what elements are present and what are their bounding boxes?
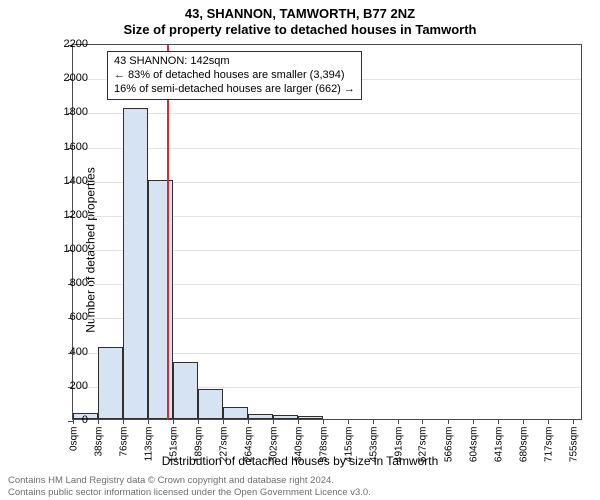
xtick-mark bbox=[448, 419, 449, 424]
ytick-label: 200 bbox=[38, 380, 88, 392]
ytick-label: 1400 bbox=[38, 175, 88, 187]
footer-line1: Contains HM Land Registry data © Crown c… bbox=[8, 475, 371, 486]
ytick-label: 800 bbox=[38, 277, 88, 289]
ytick-label: 1600 bbox=[38, 141, 88, 153]
annotation-box: 43 SHANNON: 142sqm ← 83% of detached hou… bbox=[107, 51, 362, 100]
xtick-mark bbox=[323, 419, 324, 424]
annotation-line2: ← 83% of detached houses are smaller (3,… bbox=[114, 69, 355, 83]
xtick-label: 38sqm bbox=[94, 427, 105, 477]
ytick-label: 2000 bbox=[38, 72, 88, 84]
histogram-bar bbox=[148, 180, 173, 419]
xtick-mark bbox=[373, 419, 374, 424]
xtick-mark bbox=[298, 419, 299, 424]
histogram-bar bbox=[223, 407, 248, 419]
ytick-label: 0 bbox=[38, 414, 88, 426]
xtick-mark bbox=[422, 419, 423, 424]
xtick-mark bbox=[473, 419, 474, 424]
xtick-mark bbox=[148, 419, 149, 424]
xtick-label: 453sqm bbox=[369, 427, 380, 477]
histogram-bar bbox=[273, 415, 298, 419]
annotation-line1: 43 SHANNON: 142sqm bbox=[114, 55, 355, 69]
footer-text: Contains HM Land Registry data © Crown c… bbox=[8, 475, 371, 498]
ytick-label: 1000 bbox=[38, 243, 88, 255]
histogram-bar bbox=[248, 414, 273, 419]
histogram-bar bbox=[198, 389, 223, 419]
marker-line bbox=[167, 45, 169, 419]
xtick-label: 378sqm bbox=[319, 427, 330, 477]
gridline bbox=[73, 148, 581, 149]
histogram-bar bbox=[98, 347, 123, 419]
xtick-mark bbox=[198, 419, 199, 424]
xtick-label: 189sqm bbox=[194, 427, 205, 477]
xtick-mark bbox=[498, 419, 499, 424]
xtick-label: 491sqm bbox=[394, 427, 405, 477]
xtick-label: 151sqm bbox=[169, 427, 180, 477]
xtick-label: 113sqm bbox=[143, 427, 154, 477]
xtick-label: 415sqm bbox=[343, 427, 354, 477]
xtick-label: 76sqm bbox=[119, 427, 130, 477]
ytick-label: 400 bbox=[38, 346, 88, 358]
plot-area: 43 SHANNON: 142sqm ← 83% of detached hou… bbox=[72, 44, 582, 420]
xtick-label: 0sqm bbox=[69, 427, 80, 477]
ytick-label: 1800 bbox=[38, 106, 88, 118]
gridline bbox=[73, 113, 581, 114]
ytick-label: 600 bbox=[38, 311, 88, 323]
ytick-label: 1200 bbox=[38, 209, 88, 221]
xtick-label: 641sqm bbox=[493, 427, 504, 477]
histogram-bar bbox=[173, 362, 198, 419]
chart-container: 43, SHANNON, TAMWORTH, B77 2NZ Size of p… bbox=[0, 0, 600, 500]
xtick-label: 755sqm bbox=[569, 427, 580, 477]
xtick-label: 227sqm bbox=[219, 427, 230, 477]
xtick-label: 302sqm bbox=[269, 427, 280, 477]
histogram-bar bbox=[298, 416, 323, 419]
xtick-mark bbox=[398, 419, 399, 424]
xtick-mark bbox=[573, 419, 574, 424]
xtick-label: 680sqm bbox=[519, 427, 530, 477]
xtick-label: 604sqm bbox=[469, 427, 480, 477]
xtick-mark bbox=[548, 419, 549, 424]
xtick-label: 566sqm bbox=[443, 427, 454, 477]
xtick-label: 264sqm bbox=[243, 427, 254, 477]
xtick-mark bbox=[348, 419, 349, 424]
xtick-label: 340sqm bbox=[294, 427, 305, 477]
xtick-mark bbox=[223, 419, 224, 424]
xtick-label: 717sqm bbox=[543, 427, 554, 477]
footer-line2: Contains public sector information licen… bbox=[8, 487, 371, 498]
xtick-mark bbox=[273, 419, 274, 424]
xtick-label: 527sqm bbox=[418, 427, 429, 477]
xtick-mark bbox=[248, 419, 249, 424]
xtick-mark bbox=[173, 419, 174, 424]
xtick-mark bbox=[523, 419, 524, 424]
xtick-mark bbox=[98, 419, 99, 424]
xtick-mark bbox=[123, 419, 124, 424]
histogram-bar bbox=[123, 108, 148, 419]
annotation-line3: 16% of semi-detached houses are larger (… bbox=[114, 83, 355, 97]
ytick-label: 2200 bbox=[38, 38, 88, 50]
